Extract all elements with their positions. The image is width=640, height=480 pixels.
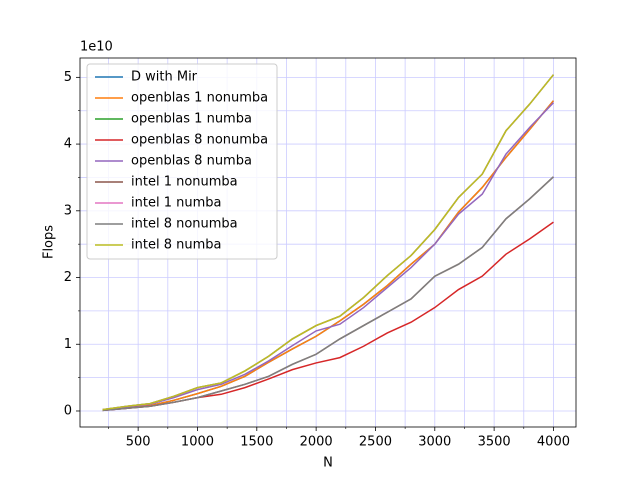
legend-label: openblas 1 numba [131, 112, 252, 127]
y-tick-label: 4 [64, 137, 72, 152]
x-tick-label: 1500 [240, 435, 273, 450]
legend-label: D with Mir [131, 70, 198, 85]
data-line [102, 102, 554, 411]
plot-frame [79, 57, 577, 428]
x-tick-label: 1000 [181, 435, 214, 450]
y-tick-label: 2 [64, 270, 72, 285]
legend-label: intel 8 nonumba [131, 217, 238, 232]
legend-label: openblas 1 nonumba [131, 91, 268, 106]
data-line [102, 100, 555, 412]
y-tick-label: 3 [64, 203, 72, 218]
y-axis-label: Flops [42, 225, 57, 259]
y-tick-label: 0 [64, 403, 72, 418]
x-tick-label: 4000 [537, 435, 570, 450]
x-tick-label: 2000 [300, 435, 333, 450]
legend-label: openblas 8 nonumba [131, 133, 268, 148]
x-axis-label: N [323, 456, 333, 471]
x-tick-label: 2500 [359, 435, 392, 450]
x-tick-label: 3500 [478, 435, 511, 450]
x-tick-label: 3000 [418, 435, 451, 450]
legend-box [86, 63, 278, 260]
x-tick-label: 500 [126, 435, 151, 450]
legend-label: intel 1 nonumba [131, 175, 238, 190]
data-line [102, 176, 554, 412]
legend-label: openblas 8 numba [131, 154, 252, 169]
y-offset-label: 1e10 [80, 40, 113, 55]
y-tick-label: 1 [64, 337, 72, 352]
data-line [102, 74, 555, 411]
legend-label: intel 8 numba [131, 238, 221, 253]
legend-label: intel 1 numba [131, 196, 221, 211]
y-tick-label: 5 [64, 70, 72, 85]
legend: D with Mir openblas 1 nonumba openblas 1 n… [86, 63, 278, 260]
